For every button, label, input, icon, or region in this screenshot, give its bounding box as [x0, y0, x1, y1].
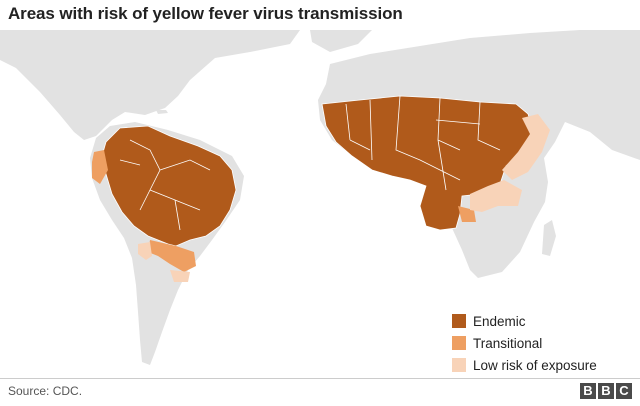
risk-areas — [92, 95, 550, 282]
legend-swatch-low-risk — [452, 358, 466, 372]
south-america-low-risk — [138, 242, 152, 260]
bbc-logo: B B C — [580, 383, 632, 399]
land-caribbean — [128, 104, 152, 110]
legend: Endemic Transitional Low risk of exposur… — [452, 310, 597, 376]
legend-item-low-risk: Low risk of exposure — [452, 354, 597, 376]
land-north-america — [0, 30, 300, 140]
south-america-endemic — [101, 125, 237, 247]
legend-item-transitional: Transitional — [452, 332, 597, 354]
bbc-logo-block: B — [598, 383, 614, 399]
legend-label-low-risk: Low risk of exposure — [473, 357, 597, 373]
africa-endemic — [321, 95, 535, 231]
land-greenland — [310, 30, 372, 52]
legend-label-transitional: Transitional — [473, 335, 543, 351]
south-america-transitional-south — [148, 240, 196, 272]
africa-low-risk-east — [502, 114, 550, 180]
footer-divider — [0, 378, 640, 379]
bbc-logo-block: C — [616, 383, 632, 399]
source-note: Source: CDC. — [8, 384, 83, 398]
legend-label-endemic: Endemic — [473, 313, 526, 329]
bbc-logo-block: B — [580, 383, 596, 399]
world-map — [0, 30, 640, 365]
africa-low-risk-south — [470, 180, 522, 212]
map-title: Areas with risk of yellow fever virus tr… — [8, 4, 403, 23]
legend-item-endemic: Endemic — [452, 310, 597, 332]
south-america-transitional-west — [92, 150, 108, 184]
legend-swatch-endemic — [452, 314, 466, 328]
land-madagascar — [542, 220, 556, 256]
legend-swatch-transitional — [452, 336, 466, 350]
